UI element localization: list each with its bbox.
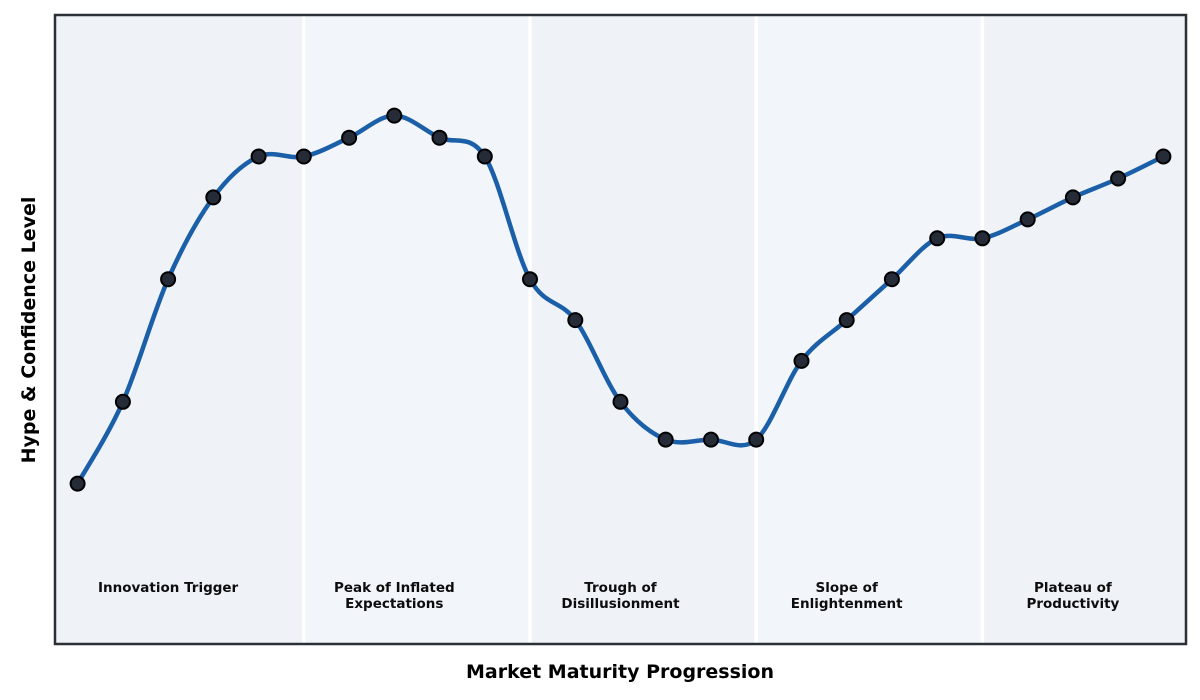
phase-band: [982, 15, 1186, 644]
data-point-marker: [205, 189, 222, 206]
data-point-marker: [929, 230, 946, 247]
data-point-marker: [1064, 189, 1081, 206]
data-point-marker: [114, 393, 131, 410]
phase-label-innovation-trigger: Innovation Trigger: [97, 580, 239, 596]
data-point-marker: [522, 271, 538, 288]
data-point-marker: [612, 393, 629, 410]
data-point-marker: [160, 271, 177, 288]
data-point-marker: [386, 107, 403, 124]
phase-label-plateau-of-productivity: Plateau of Productivity: [1026, 580, 1120, 612]
data-point-marker: [250, 148, 267, 165]
phase-label-peak-of-inflated-expectations: Peak of Inflated Expectations: [333, 580, 455, 612]
phase-band: [530, 15, 757, 644]
data-point-marker: [793, 352, 810, 369]
data-point-marker: [838, 312, 855, 329]
data-point-marker: [883, 271, 900, 288]
phase-label-trough-of-disillusionment: Trough of Disillusionment: [561, 580, 680, 612]
phase-band: [303, 15, 531, 644]
hype-curve: [75, 113, 1166, 486]
data-point-marker: [431, 129, 448, 146]
data-point-marker: [69, 475, 86, 492]
data-point-marker: [1155, 148, 1172, 165]
data-point-marker: [657, 431, 674, 448]
data-point-marker: [341, 129, 358, 146]
phase-band: [756, 15, 983, 644]
x-axis-label: Market Maturity Progression: [465, 661, 775, 683]
data-point-marker: [476, 148, 493, 165]
data-point-marker: [567, 312, 584, 329]
data-point-marker: [295, 148, 312, 165]
data-point-marker: [1019, 211, 1036, 228]
phase-label-slope-of-enlightenment: Slope of Enlightenment: [790, 580, 903, 612]
phase-band: [55, 15, 304, 644]
data-point-marker: [974, 230, 991, 247]
data-point-marker: [703, 431, 719, 448]
data-point-marker: [1110, 170, 1127, 187]
data-point-marker: [748, 431, 765, 448]
y-axis-label: Hype & Confidence Level: [18, 196, 40, 464]
plot-border: [53, 13, 1188, 646]
